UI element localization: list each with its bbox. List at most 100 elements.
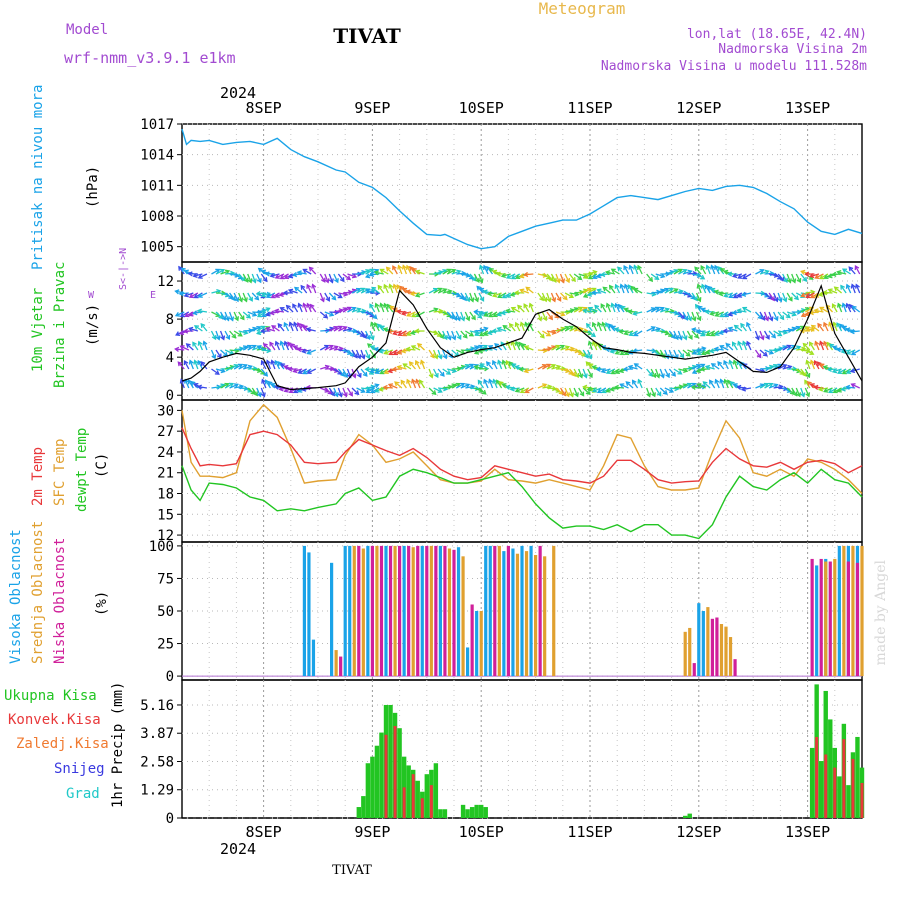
wind-arrow [356, 287, 366, 294]
wind-arrow [855, 283, 861, 294]
wind-arrow [555, 344, 565, 351]
wind-arrow [587, 340, 593, 351]
wind-arrow [805, 359, 811, 370]
temp-unit: (C) [94, 453, 110, 478]
wind-arrow [478, 326, 489, 332]
wind-arrow [508, 322, 516, 332]
y-tick-label: 2.58 [140, 754, 174, 770]
wind-arrow [464, 292, 471, 303]
svg-text:W: W [88, 290, 95, 301]
temperature-ticks: 12 15 18 21 24 27 30 [157, 403, 182, 544]
wind-arrow [419, 359, 426, 370]
wind-arrow [428, 307, 439, 313]
wind-arrow [828, 387, 838, 394]
wind-arrow [296, 270, 307, 276]
wind-arrow [433, 368, 439, 379]
wind-arrow [791, 273, 797, 284]
y-tick-label: 4 [166, 350, 174, 366]
wind-arrow [655, 273, 666, 279]
wind-arrow [673, 330, 679, 341]
sfc-temp-line [181, 403, 863, 494]
wind-arrow [488, 311, 498, 318]
wind-arrow [700, 283, 707, 294]
precip-bar [483, 807, 488, 818]
wind-arrow [510, 306, 521, 313]
wind-arrow [311, 283, 317, 294]
wind-arrow [696, 346, 707, 352]
cloud-bar [728, 637, 733, 677]
wind-arrow [478, 264, 485, 275]
wind-arrow [374, 368, 385, 374]
precip-bar [842, 739, 846, 818]
wind-arrow [850, 383, 861, 389]
wind-arrow [850, 283, 856, 294]
y-tick-label: 8 [166, 312, 174, 328]
wind-arrow [478, 387, 487, 395]
wind-arrow [482, 289, 493, 295]
cloud-bar [330, 562, 334, 677]
wind-arrow [604, 270, 616, 276]
cloud-bar [420, 545, 424, 677]
cloud-bar [447, 548, 452, 677]
wind-arrow [497, 292, 507, 299]
wind-arrow [627, 364, 638, 370]
wind-arrow [251, 273, 257, 284]
wind-arrow [555, 311, 566, 317]
wind-arrow [333, 292, 343, 299]
wind-arrow [614, 283, 621, 294]
coords-label: lon,lat (18.65E, 42.4N) [687, 27, 867, 42]
wind-arrow [220, 382, 230, 389]
wind-arrow [582, 349, 589, 359]
wind-arrow [306, 368, 317, 375]
wind-arrow [623, 330, 634, 336]
wind-arrow [704, 364, 715, 370]
wind-arrow [377, 284, 385, 294]
station-title: TIVAT [333, 24, 401, 48]
wind-arrow [541, 311, 548, 322]
wind-arrow [514, 340, 521, 351]
wind-arrow [233, 292, 240, 303]
wind-arrow [215, 349, 222, 359]
precip-bar [855, 736, 860, 818]
wind-arrow [596, 387, 607, 394]
wind-arrow [192, 272, 203, 278]
wind-arrow [197, 292, 208, 298]
wind-arrow [414, 359, 421, 370]
wind-arrow [369, 303, 376, 313]
wind-arrow [183, 292, 194, 298]
model-elevation-label: Nadmorska Visina u modelu 111.528m [601, 59, 867, 74]
wind-arrow [854, 264, 861, 275]
wind-arrow [682, 330, 688, 341]
wind-arrow [542, 330, 552, 337]
wind-arrow [773, 330, 783, 337]
wind-arrow [261, 307, 271, 313]
wind-arrow [737, 340, 743, 351]
wind-arrow [202, 340, 208, 351]
cloud-bar [819, 558, 823, 677]
wind-arrow [550, 292, 557, 303]
wind-arrow [351, 271, 363, 277]
wind-arrow [740, 291, 752, 297]
wind-arrow [795, 387, 802, 398]
precip-bar [356, 807, 361, 818]
wind-arrow [759, 330, 765, 341]
wind-arrow [256, 387, 262, 398]
bottom-date-label: 8SEP [246, 823, 282, 841]
wind-arrow [728, 359, 734, 370]
wind-arrow [355, 368, 362, 379]
wind-arrow [664, 287, 674, 294]
precip-bar [384, 734, 388, 818]
precip-bar [851, 758, 855, 818]
wind-arrow [446, 268, 457, 275]
wind-arrow [714, 264, 720, 275]
cloud-bar [824, 561, 828, 677]
wind-arrow [702, 381, 711, 389]
wind-arrow [442, 330, 448, 341]
wind-arrow [383, 283, 389, 294]
wind-arrow [633, 363, 643, 370]
wind-arrow [586, 322, 593, 332]
wind-arrow [754, 349, 762, 359]
wind-arrow [578, 368, 584, 379]
wind-arrow [782, 344, 792, 351]
wind-arrow [262, 343, 271, 351]
